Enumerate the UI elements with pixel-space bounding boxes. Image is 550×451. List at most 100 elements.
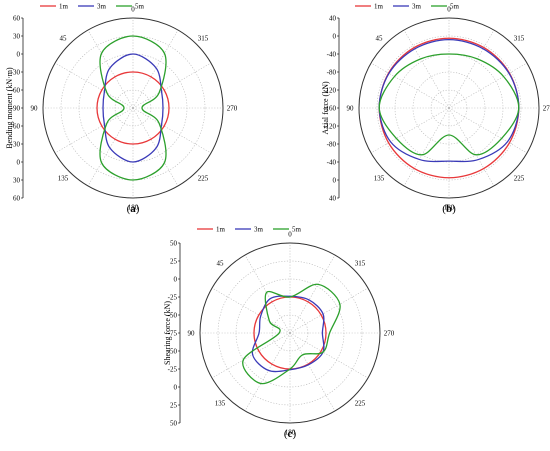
- grid-spoke: [54, 62, 134, 109]
- y-axis-label: Axial force (kN): [321, 81, 330, 135]
- angle-label: 45: [59, 34, 67, 42]
- radial-tick-label: 50: [170, 239, 178, 247]
- radial-tick-label: -160: [323, 104, 336, 112]
- radial-tick-label: 60: [13, 194, 21, 202]
- radial-tick-label: -25: [168, 365, 178, 373]
- grid-ring: [376, 35, 522, 181]
- outer-ring: [199, 242, 381, 424]
- radial-tick-label: -40: [327, 50, 337, 58]
- angle-label: 45: [216, 259, 224, 267]
- legend-label-5m: 5m: [292, 226, 302, 234]
- radial-tick-label: -75: [168, 329, 178, 337]
- angle-label: 180: [128, 204, 139, 212]
- grid-spoke: [244, 254, 291, 334]
- angle-label: 315: [198, 34, 209, 42]
- panel-label: (a): [127, 203, 140, 215]
- grid-spoke: [289, 254, 336, 334]
- radial-tick-label: -40: [327, 158, 337, 166]
- grid-spoke: [448, 29, 495, 109]
- panel-label: (b): [442, 203, 456, 215]
- angle-label: 225: [355, 400, 366, 408]
- radial-tick-label: 25: [170, 401, 178, 409]
- grid-spoke: [211, 287, 291, 334]
- radial-tick-label: -90: [11, 104, 21, 112]
- series-line-5m: [99, 35, 167, 181]
- radial-tick-label: 40: [329, 14, 337, 22]
- angle-label: 225: [514, 175, 525, 183]
- grid-spoke: [403, 29, 450, 109]
- series-line-1m: [96, 71, 170, 145]
- grid-spoke: [289, 287, 369, 334]
- angle-label: 135: [374, 175, 385, 183]
- angle-label: 90: [347, 105, 355, 113]
- angle-label: 315: [514, 34, 525, 42]
- grid-spoke: [87, 29, 134, 109]
- grid-spoke: [132, 107, 179, 187]
- grid-spoke: [132, 62, 212, 109]
- radial-tick-label: 0: [174, 383, 178, 391]
- radial-tick-label: 30: [13, 32, 21, 40]
- legend-label-3m: 3m: [412, 3, 422, 11]
- radial-tick-label: -30: [11, 68, 21, 76]
- angle-label: 270: [543, 105, 550, 113]
- grid-spoke: [244, 332, 291, 412]
- y-axis-label: Shearing force (kN): [163, 301, 172, 365]
- grid-spoke: [370, 107, 450, 154]
- radial-tick-label: 0: [17, 158, 21, 166]
- angle-label: 225: [198, 175, 209, 183]
- grid-spoke: [448, 107, 528, 154]
- grid-ring: [412, 71, 486, 145]
- angle-label: 270: [227, 105, 238, 113]
- legend-label-5m: 5m: [450, 3, 460, 11]
- angle-label: 180: [444, 204, 455, 212]
- angle-label: 0: [447, 6, 451, 14]
- grid-spoke: [87, 107, 134, 187]
- radial-tick-label: -60: [11, 86, 21, 94]
- angle-label: 135: [215, 400, 226, 408]
- outer-ring: [42, 17, 224, 199]
- radial-tick-label: 30: [13, 176, 21, 184]
- legend-label-1m: 1m: [374, 3, 384, 11]
- grid-spoke: [289, 332, 369, 379]
- grid-spoke: [448, 62, 528, 109]
- angle-label: 0: [131, 6, 135, 14]
- grid-ring: [217, 260, 363, 406]
- grid-spoke: [289, 332, 336, 412]
- radial-tick-label: -120: [323, 86, 336, 94]
- series-line-3m: [378, 38, 520, 163]
- panel-label: (c): [284, 428, 297, 440]
- radial-tick-label: -30: [11, 140, 21, 148]
- legend-label-5m: 5m: [135, 3, 145, 11]
- legend-label-1m: 1m: [216, 226, 226, 234]
- radial-tick-label: -50: [168, 311, 178, 319]
- radial-tick-label: -80: [327, 68, 337, 76]
- radial-tick-label: -25: [168, 293, 178, 301]
- angle-label: 0: [288, 231, 292, 239]
- legend-label-3m: 3m: [254, 226, 264, 234]
- polar-chart-c: 50 25 0 -25 -50 -75 -50 -25 0 25 50 Shearing force …: [163, 226, 395, 441]
- grid-spoke: [370, 62, 450, 109]
- outer-ring: [358, 17, 540, 199]
- grid-spoke: [403, 107, 450, 187]
- radial-tick-label: -80: [327, 140, 337, 148]
- radial-tick-label: 0: [333, 176, 337, 184]
- grid-spoke: [448, 107, 495, 187]
- legend-label-1m: 1m: [59, 3, 69, 11]
- radial-tick-label: 25: [170, 257, 178, 265]
- radial-tick-label: -50: [168, 347, 178, 355]
- grid-spoke: [54, 107, 134, 154]
- angle-label: 315: [355, 259, 366, 267]
- series-line-3m: [102, 53, 164, 163]
- angle-label: 90: [188, 330, 196, 338]
- series-line-5m: [242, 283, 341, 385]
- radial-tick-label: 0: [174, 275, 178, 283]
- angle-label: 135: [58, 175, 69, 183]
- radial-tick-label: 60: [13, 14, 21, 22]
- angle-label: 45: [375, 34, 383, 42]
- polar-chart-a: 60 30 0 -30 -60 -90 -60 -30 0 30 60 Bending moment …: [5, 3, 238, 216]
- grid-spoke: [211, 332, 291, 379]
- series-line-5m: [378, 53, 520, 156]
- radial-tick-label: -120: [323, 122, 336, 130]
- angle-label: 270: [384, 330, 395, 338]
